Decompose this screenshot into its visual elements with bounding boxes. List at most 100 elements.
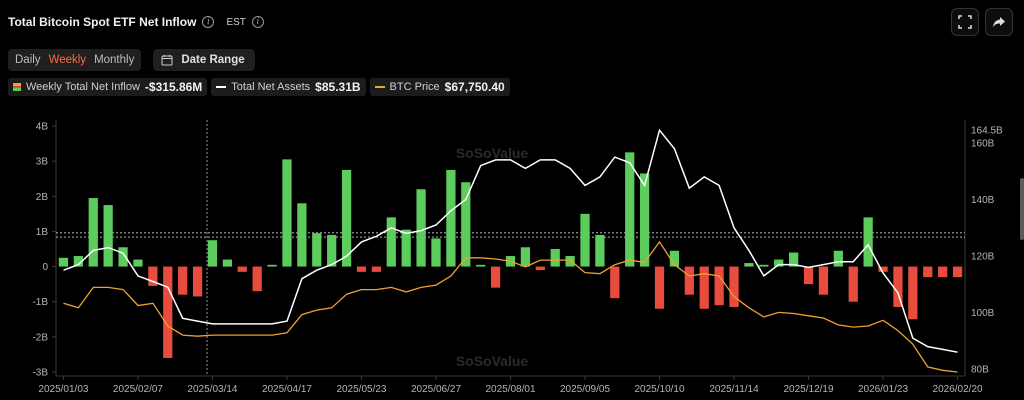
line-swatch-icon (374, 86, 385, 88)
tab-daily[interactable]: Daily (15, 54, 41, 66)
legend-label: Total Net Assets (231, 81, 311, 93)
inflow-bar (148, 266, 158, 286)
title-row: Total Bitcoin Spot ETF Net Inflow i EST … (8, 12, 264, 32)
inflow-bar (759, 264, 769, 267)
watermark: SoSoValue (456, 145, 529, 161)
scrollbar[interactable] (1020, 178, 1024, 240)
inflow-bar (446, 169, 456, 267)
inflow-bar (923, 266, 933, 278)
inflow-bar (535, 266, 545, 271)
x-tick-label: 2025/01/03 (38, 384, 88, 395)
inflow-bar (207, 240, 218, 267)
inflow-bar (803, 266, 814, 285)
inflow-bar (312, 233, 322, 267)
inflow-bar (833, 250, 843, 267)
inflow-bar (639, 173, 650, 267)
inflow-bar (416, 189, 426, 267)
y-left-tick-label: -2B (32, 332, 48, 343)
total-net-assets-line (63, 128, 958, 353)
x-tick-label: 2025/11/14 (709, 384, 759, 395)
inflow-bar (729, 266, 739, 307)
inflow-bar (401, 229, 411, 267)
y-right-tick-label: 140B (971, 195, 995, 206)
legend-value: -$315.86M (144, 80, 203, 94)
inflow-bar (461, 182, 471, 267)
inflow-bar (848, 266, 858, 302)
inflow-bar (341, 169, 352, 267)
inflow-bar (744, 263, 754, 267)
y-left-tick-label: -3B (32, 368, 48, 379)
inflow-bar (431, 238, 441, 267)
inflow-bar (789, 252, 799, 267)
y-left-tick-label: 1B (36, 227, 49, 238)
chart-title: Total Bitcoin Spot ETF Net Inflow (8, 15, 197, 29)
fullscreen-icon (958, 15, 972, 29)
x-tick-label: 2025/10/10 (634, 384, 684, 395)
y-right-tick-label: 120B (971, 252, 995, 263)
tab-weekly[interactable]: Weekly (48, 54, 87, 66)
inflow-bar (386, 217, 396, 267)
inflow-bar (282, 159, 292, 267)
share-icon (993, 17, 1005, 28)
fullscreen-button[interactable] (951, 8, 979, 36)
legend: Weekly Total Net Inflow -$315.86M Total … (8, 78, 510, 96)
inflow-bar (684, 266, 694, 295)
date-range-button[interactable]: Date Range (153, 49, 255, 71)
x-tick-label: 2025/05/23 (336, 384, 386, 395)
bar-swatch-icon (13, 83, 21, 92)
inflow-bar (818, 266, 829, 295)
x-tick-label: 2025/06/27 (411, 384, 461, 395)
info-icon[interactable]: i (202, 16, 215, 28)
y-right-tick-label: 164.5B (971, 126, 1003, 137)
inflow-bar (699, 266, 709, 309)
inflow-bar (863, 217, 873, 267)
x-tick-label: 2025/08/01 (485, 384, 535, 395)
inflow-bar (222, 259, 232, 267)
inflow-bar (908, 266, 918, 320)
x-tick-label: 2025/02/07 (113, 384, 163, 395)
inflow-bar (327, 234, 337, 267)
inflow-bar (178, 266, 188, 295)
y-right-tick-label: 100B (971, 308, 995, 319)
inflow-bar (476, 264, 486, 267)
legend-item-net-inflow[interactable]: Weekly Total Net Inflow -$315.86M (8, 78, 208, 96)
inflow-bar (878, 266, 888, 272)
inflow-bar (490, 266, 501, 288)
legend-item-btc-price[interactable]: BTC Price $67,750.40 (369, 78, 510, 96)
legend-label: BTC Price (389, 81, 440, 93)
legend-item-net-assets[interactable]: Total Net Assets $85.31B (211, 78, 366, 96)
timezone-label: EST (226, 16, 246, 28)
x-tick-label: 2025/04/17 (262, 384, 312, 395)
inflow-bar (938, 266, 948, 278)
share-button[interactable] (985, 8, 1013, 36)
inflow-bar (610, 266, 620, 299)
inflow-bar (625, 152, 635, 267)
calendar-icon (161, 55, 173, 66)
inflow-bar (714, 266, 724, 306)
x-tick-label: 2025/03/14 (187, 384, 237, 395)
inflow-bar (550, 249, 560, 267)
inflow-bar (952, 266, 963, 278)
x-tick-label: 2026/01/23 (858, 384, 908, 395)
watermark: SoSoValue (456, 353, 529, 369)
x-tick-label: 2025/12/19 (784, 384, 834, 395)
y-left-tick-label: 3B (36, 157, 49, 168)
y-left-tick-label: 2B (36, 192, 49, 203)
inflow-bar (595, 234, 605, 267)
legend-value: $85.31B (315, 80, 361, 94)
tab-monthly[interactable]: Monthly (94, 54, 135, 66)
legend-label: Weekly Total Net Inflow (26, 81, 140, 93)
inflow-bar (654, 266, 665, 309)
legend-value: $67,750.40 (444, 80, 505, 94)
inflow-bar (565, 256, 575, 267)
inflow-bar (297, 203, 307, 267)
x-tick-label: 2025/09/05 (560, 384, 610, 395)
period-switcher: Daily Weekly Monthly (8, 49, 142, 71)
timezone-info-icon[interactable]: i (251, 16, 264, 28)
inflow-bar (267, 264, 277, 267)
date-range-label: Date Range (181, 54, 245, 66)
inflow-bar (893, 266, 903, 307)
inflow-bar (58, 257, 69, 267)
line-swatch-icon (216, 86, 227, 88)
